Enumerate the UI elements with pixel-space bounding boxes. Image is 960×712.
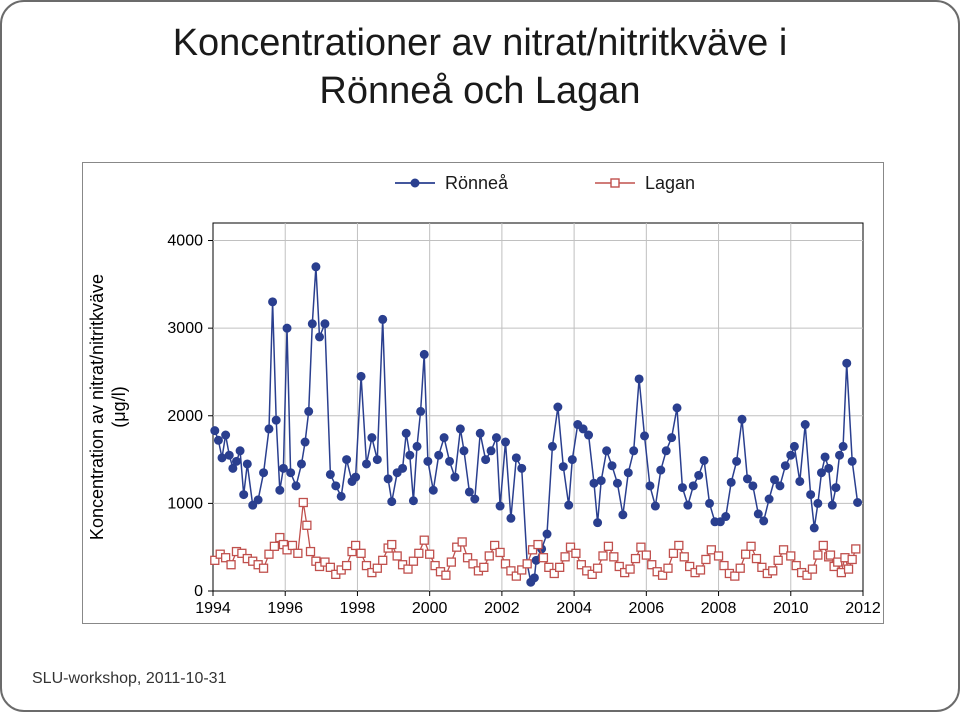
ytick-label: 4000 xyxy=(167,233,203,250)
chart-container: Rönneå Lagan 0 1000 2000 3000 4000 1994 1996 1998… xyxy=(82,162,884,624)
ytick-label: 1000 xyxy=(167,495,203,512)
xtick-label: 2010 xyxy=(773,600,809,617)
xtick-label: 2008 xyxy=(701,600,737,617)
xtick-label: 2012 xyxy=(845,600,881,617)
page-title: Koncentrationer av nitrat/nitritkväve i … xyxy=(2,20,958,115)
xtick-label: 2004 xyxy=(556,600,592,617)
legend-label-ronnea: Rönneå xyxy=(445,173,509,193)
ytick-label: 3000 xyxy=(167,320,203,337)
ytick-label: 2000 xyxy=(167,408,203,425)
ytick-label: 0 xyxy=(194,583,203,600)
chart-svg: Rönneå Lagan 0 1000 2000 3000 4000 1994 1996 1998… xyxy=(83,163,883,623)
xtick-label: 2000 xyxy=(412,600,448,617)
legend-label-lagan: Lagan xyxy=(645,173,695,193)
xtick-label: 2002 xyxy=(484,600,520,617)
xtick-label: 1994 xyxy=(195,600,231,617)
xtick-label: 1996 xyxy=(267,600,303,617)
footer-text: SLU-workshop, 2011-10-31 xyxy=(32,670,226,688)
slide-frame: Koncentrationer av nitrat/nitritkväve i … xyxy=(0,0,960,712)
xtick-label: 1998 xyxy=(340,600,376,617)
xtick-label: 2006 xyxy=(629,600,665,617)
